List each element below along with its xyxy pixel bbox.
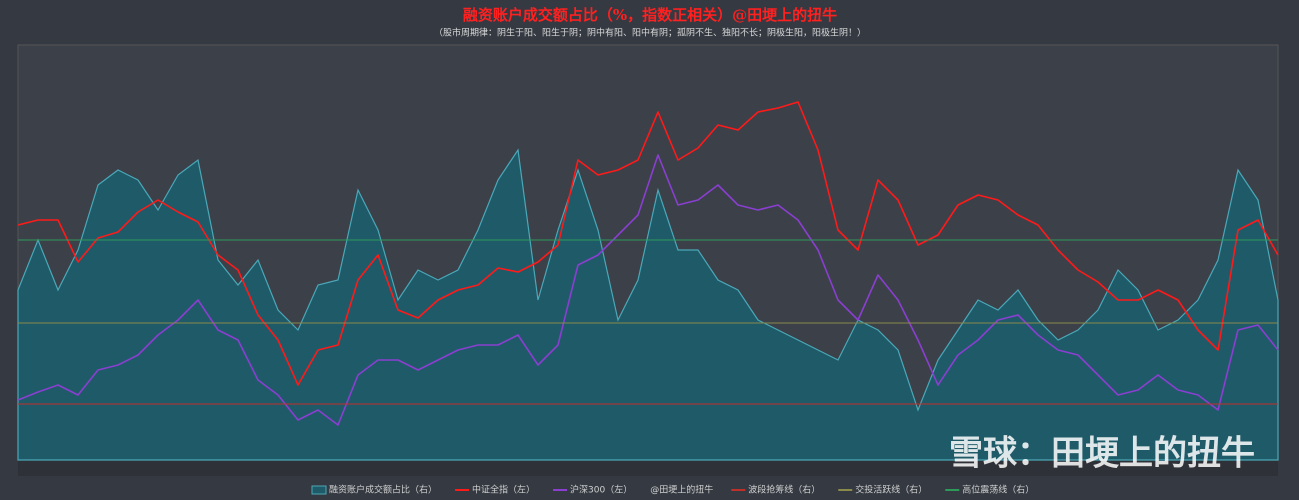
legend-label: 中证全指（左） <box>472 484 535 496</box>
line <box>17 154 1279 426</box>
watermark: 雪球：田埂上的扭牛 <box>949 434 1255 474</box>
legend-label: 交投活跃线（右） <box>855 484 927 496</box>
legend-label: 高位震荡线（右） <box>962 484 1034 496</box>
chart-subtitle: （股市周期律：阴生于阳、阳生于阴；阴中有阳、阳中有阴；孤阴不生、独阳不长；阴极生… <box>434 27 866 39</box>
line <box>17 101 1279 386</box>
legend-label: 波段抢筹线（右） <box>748 484 820 496</box>
legend-label: 沪深300（左） <box>570 484 632 496</box>
legend-swatch <box>311 485 327 495</box>
legend-label: 融资账户成交额占比（右） <box>329 484 437 496</box>
legend-label: @田埂上的扭牛 <box>650 484 713 496</box>
area <box>17 148 1279 461</box>
chart-title: 融资账户成交额占比（%，指数正相关）@田埂上的扭牛 <box>463 6 837 24</box>
x-axis-band <box>18 460 1278 476</box>
